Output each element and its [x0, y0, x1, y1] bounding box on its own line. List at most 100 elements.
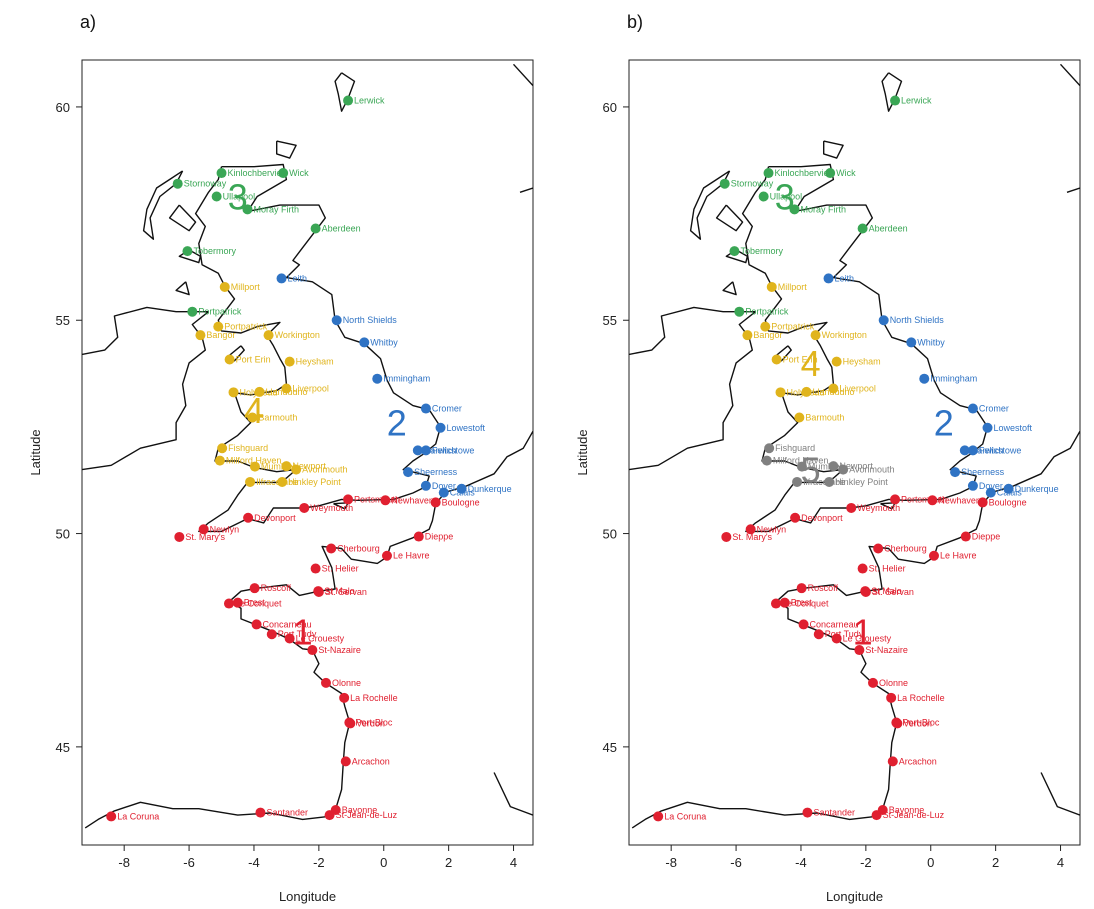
- port-label: North Shields: [890, 315, 945, 325]
- port-label: Tobermory: [740, 246, 783, 256]
- port-marker: [828, 461, 839, 472]
- coastline: [631, 430, 1080, 829]
- port-marker: [928, 550, 939, 561]
- coastline: [168, 204, 197, 232]
- x-tick-label: 0: [380, 855, 387, 870]
- port-marker: [985, 487, 996, 498]
- port-marker: [763, 168, 774, 179]
- y-tick-label: 50: [603, 527, 617, 542]
- port-marker: [251, 619, 262, 630]
- port-label: Verdon: [356, 718, 385, 728]
- map-b-svg: b)-8 -6 -4 -2 0 2 445505560LongitudeLatitudeLe…: [575, 12, 1081, 904]
- port-label: Lerwick: [354, 96, 385, 106]
- port-marker: [412, 445, 423, 456]
- port-marker: [734, 306, 745, 317]
- port-label: Hinkley Point: [288, 477, 341, 487]
- port-marker: [828, 383, 839, 394]
- port-label: St. Mary's: [185, 532, 225, 542]
- port-label: Liverpool: [839, 384, 876, 394]
- port-marker: [223, 598, 234, 609]
- port-marker: [887, 756, 898, 767]
- port-marker: [857, 223, 868, 234]
- port-label: Ullapool: [223, 192, 256, 202]
- plot-frame: [81, 59, 534, 846]
- port-label: Dunkerque: [468, 484, 512, 494]
- port-label: Portsmouth: [354, 494, 400, 504]
- port-label: Felixstowe: [432, 445, 475, 455]
- coastline: [629, 311, 756, 471]
- port-label: Concarneau: [810, 619, 859, 629]
- port-marker: [380, 495, 391, 506]
- port-label: Wick: [836, 168, 856, 178]
- coastline: [276, 140, 297, 159]
- port-label: Cromer: [979, 404, 1009, 414]
- y-axis-label: Latitude: [575, 429, 590, 475]
- x-tick-label: -4: [248, 855, 260, 870]
- port-marker: [796, 583, 807, 594]
- port-marker: [266, 629, 277, 640]
- port-label: La Coruna: [664, 811, 706, 821]
- coastline-group: [82, 63, 533, 829]
- port-marker: [770, 598, 781, 609]
- port-label: Newlyn: [757, 524, 787, 534]
- port-label: St. Helier: [869, 564, 906, 574]
- port-marker: [878, 315, 889, 326]
- port-marker: [906, 337, 917, 348]
- map-panel-b: b) -8 -6 -4 -2 0 2 4 45 50 55 60 Longitude Latitude Le…: [547, 0, 1094, 909]
- port-marker: [982, 422, 993, 433]
- port-marker: [927, 495, 938, 506]
- port-marker: [456, 483, 467, 494]
- y-tick-label: 60: [56, 100, 70, 115]
- port-marker: [320, 677, 331, 688]
- port-label: Bangor: [753, 330, 782, 340]
- port-marker: [213, 321, 224, 332]
- port-marker: [967, 445, 978, 456]
- port-marker: [313, 586, 324, 597]
- coastline: [194, 163, 442, 533]
- coastline: [142, 170, 184, 240]
- port-marker: [198, 524, 209, 535]
- port-marker: [950, 467, 961, 478]
- port-label: Port Erin: [236, 354, 271, 364]
- port-label: Newport: [292, 461, 326, 471]
- port-marker: [195, 330, 206, 341]
- panel-label: b): [627, 12, 643, 32]
- port-label: Avonmouth: [849, 465, 894, 475]
- cluster-number: 1: [853, 612, 873, 653]
- coastline: [334, 72, 356, 112]
- port-marker: [247, 412, 258, 423]
- port-label: St-Jean-de-Luz: [883, 810, 945, 820]
- port-marker: [255, 807, 266, 818]
- port-marker: [343, 95, 354, 106]
- port-label: Aberdeen: [869, 224, 908, 234]
- port-label: Olonne: [879, 678, 908, 688]
- y-axis-label: Latitude: [28, 429, 43, 475]
- port-label: Arcachon: [352, 756, 390, 766]
- port-label: Mumbles: [261, 462, 298, 472]
- port-marker: [403, 467, 414, 478]
- map-a-svg: a) -8 -6 -4 -2 0 2 4 45 50 55 60 Longitude Latitude Le…: [28, 12, 534, 904]
- port-label: Mumbles: [808, 462, 845, 472]
- port-label: St-Nazaire: [318, 645, 361, 655]
- port-label: Portpatrick: [745, 307, 789, 317]
- port-marker: [372, 373, 383, 384]
- port-label: Devonport: [254, 513, 296, 523]
- port-label: North Shields: [343, 315, 398, 325]
- port-label: Millport: [778, 282, 808, 292]
- port-marker: [420, 445, 431, 456]
- port-label: Whitby: [370, 337, 398, 347]
- x-axis-label: Longitude: [279, 889, 336, 904]
- port-marker: [263, 330, 274, 341]
- port-label: St-Jean-de-Luz: [336, 810, 398, 820]
- port-label: Hinkley Point: [835, 477, 888, 487]
- port-marker: [779, 597, 790, 608]
- coastline: [880, 502, 896, 510]
- port-marker: [219, 281, 230, 292]
- port-label: Port Tudy: [278, 629, 317, 639]
- x-tick-label: -8: [665, 855, 677, 870]
- port-label: Boulogne: [442, 497, 480, 507]
- x-tick-label: 0: [927, 855, 934, 870]
- port-label: Portpatrick: [198, 307, 242, 317]
- port-label: Arcachon: [899, 756, 937, 766]
- port-marker: [430, 497, 441, 508]
